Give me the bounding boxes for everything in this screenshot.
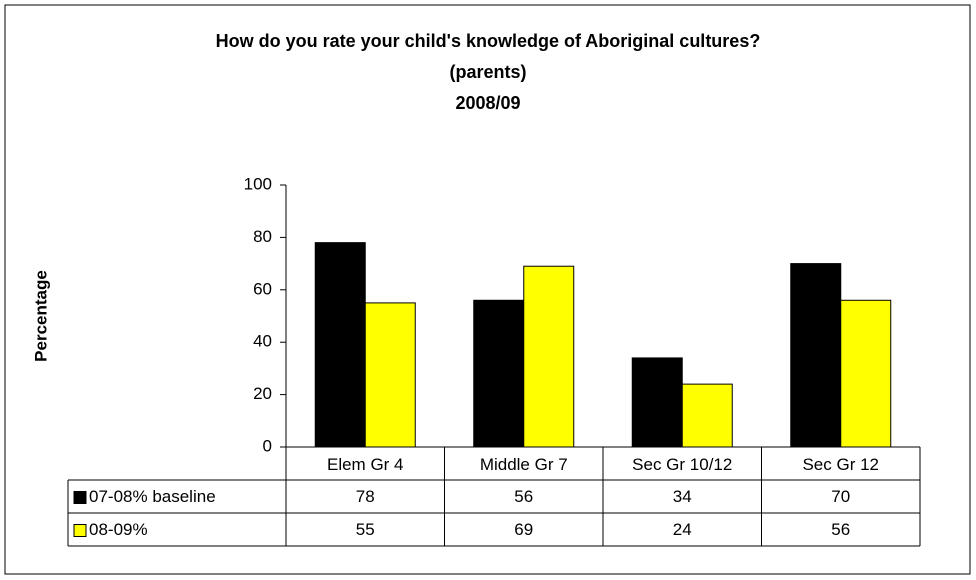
y-tick-label: 60: [253, 279, 272, 298]
y-tick-label: 80: [253, 227, 272, 246]
x-tick-label: Sec Gr 10/12: [632, 455, 732, 474]
legend-label: 07-08% baseline: [89, 487, 216, 506]
chart-title: How do you rate your child's knowledge o…: [216, 31, 761, 51]
bar: [681, 383, 733, 448]
bar: [631, 357, 683, 448]
table-value: 56: [514, 487, 533, 506]
bar: [523, 265, 575, 448]
bar: [314, 242, 366, 448]
x-tick-label: Sec Gr 12: [802, 455, 879, 474]
y-axis-label: Percentage: [31, 270, 50, 362]
bar: [840, 299, 892, 448]
bar: [364, 302, 416, 448]
table-value: 70: [831, 487, 850, 506]
y-tick-label: 0: [263, 436, 272, 455]
y-tick-label: 20: [253, 384, 272, 403]
x-tick-label: Elem Gr 4: [327, 455, 404, 474]
y-tick-label: 40: [253, 332, 272, 351]
table-value: 78: [356, 487, 375, 506]
legend-label: 08-09%: [89, 520, 148, 539]
table-value: 69: [514, 520, 533, 539]
table-value: 56: [831, 520, 850, 539]
x-tick-label: Middle Gr 7: [480, 455, 568, 474]
table-value: 34: [673, 487, 692, 506]
legend-swatch: [73, 491, 87, 504]
bar: [473, 299, 525, 448]
table-value: 24: [673, 520, 692, 539]
chart-title: 2008/09: [455, 93, 520, 113]
y-tick-label: 100: [244, 174, 272, 193]
bar: [790, 263, 842, 448]
chart-title: (parents): [449, 62, 526, 82]
table-value: 55: [356, 520, 375, 539]
legend-swatch: [73, 524, 87, 537]
